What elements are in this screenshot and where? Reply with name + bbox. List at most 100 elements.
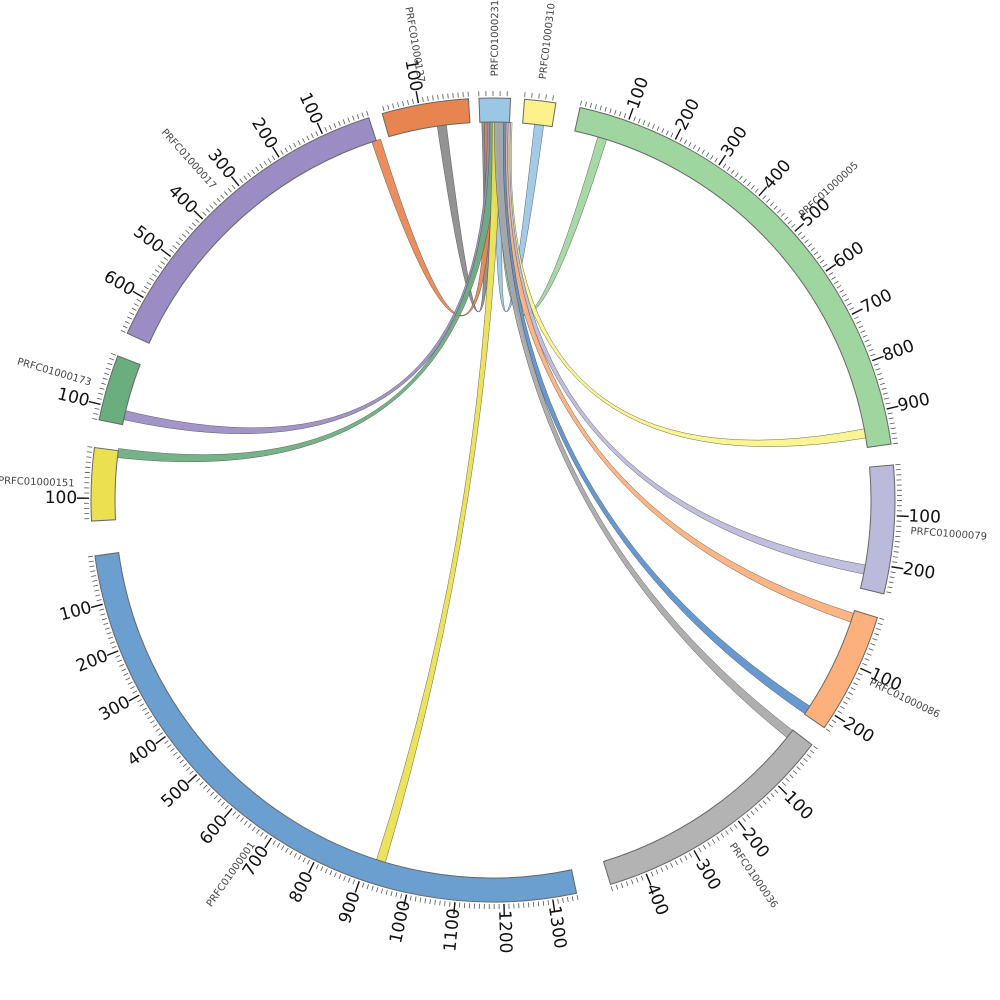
minor-tick	[366, 884, 369, 890]
minor-tick	[619, 111, 622, 117]
major-tick	[886, 405, 899, 410]
minor-tick	[894, 541, 900, 543]
minor-tick	[857, 672, 863, 676]
tick-label: 300	[96, 692, 134, 725]
minor-tick	[170, 748, 175, 752]
major-tick	[415, 91, 420, 104]
minor-tick	[758, 803, 763, 809]
tick-label: 1200	[494, 910, 515, 954]
minor-tick	[98, 392, 104, 395]
minor-tick	[93, 584, 99, 587]
minor-tick	[240, 817, 244, 822]
minor-tick	[100, 613, 106, 616]
minor-tick	[333, 123, 337, 128]
minor-tick	[347, 877, 351, 883]
tick-label: 100	[45, 488, 78, 508]
minor-tick	[888, 581, 894, 584]
minor-tick	[272, 840, 276, 845]
minor-tick	[199, 781, 204, 786]
minor-tick	[891, 432, 897, 435]
minor-tick	[122, 325, 128, 329]
minor-tick	[302, 857, 306, 863]
minor-tick	[750, 185, 755, 190]
minor-tick	[892, 437, 898, 440]
minor-tick	[407, 99, 409, 106]
minor-tick	[665, 865, 669, 870]
minor-tick	[828, 272, 834, 276]
tick-label: 800	[880, 336, 917, 366]
minor-tick	[87, 555, 93, 558]
minor-tick	[131, 307, 137, 311]
segment-label-prfc01000086: PRFC01000086	[868, 677, 942, 720]
minor-tick	[109, 357, 115, 361]
minor-tick	[831, 276, 836, 280]
minor-tick	[124, 321, 130, 324]
minor-tick	[684, 855, 688, 861]
tick-label: 300	[717, 123, 752, 161]
major-tick	[737, 820, 747, 831]
minor-tick	[810, 247, 816, 252]
minor-tick	[188, 226, 193, 231]
segment-band-prfc01000231	[478, 97, 512, 123]
segment-band-prfc01000151	[90, 446, 119, 522]
minor-tick	[88, 560, 94, 563]
tick-label: 100	[57, 598, 94, 626]
minor-tick	[175, 241, 181, 246]
minor-tick	[670, 862, 674, 868]
tick-label: 400	[641, 881, 672, 919]
minor-tick	[93, 412, 99, 415]
minor-tick	[412, 98, 414, 104]
minor-tick	[86, 456, 92, 458]
minor-tick	[195, 218, 200, 223]
major-tick	[308, 861, 315, 874]
minor-tick	[203, 784, 208, 790]
minor-tick	[236, 814, 241, 819]
minor-tick	[248, 823, 252, 828]
tick-label: 100	[908, 506, 941, 527]
tick-label: 300	[691, 856, 724, 894]
minor-tick	[157, 265, 163, 269]
minor-tick	[807, 243, 812, 248]
minor-tick	[338, 874, 342, 880]
minor-tick	[784, 216, 789, 221]
segment-label-prfc01000310: PRFC01000310	[538, 3, 558, 80]
minor-tick	[137, 699, 142, 703]
minor-tick	[557, 898, 559, 904]
minor-tick	[172, 245, 177, 249]
minor-tick	[620, 882, 624, 888]
minor-tick	[163, 257, 168, 261]
minor-tick	[893, 442, 899, 445]
minor-tick	[860, 330, 866, 333]
minor-tick	[813, 745, 818, 750]
minor-tick	[434, 899, 436, 905]
minor-tick	[130, 686, 135, 690]
major-tick	[453, 902, 456, 915]
minor-tick	[285, 847, 289, 853]
minor-tick	[840, 705, 845, 710]
minor-tick	[566, 897, 569, 903]
minor-tick	[887, 412, 893, 415]
tick-label: 900	[335, 889, 365, 926]
minor-tick	[220, 194, 225, 199]
minor-tick	[864, 658, 870, 661]
minor-tick	[427, 96, 429, 102]
minor-tick	[297, 140, 301, 146]
minor-tick	[152, 724, 158, 728]
minor-tick	[185, 229, 190, 234]
minor-tick	[397, 102, 400, 108]
minor-tick	[735, 172, 739, 178]
minor-tick	[762, 195, 767, 200]
minor-tick	[804, 239, 809, 244]
minor-tick	[881, 387, 887, 390]
major-tick	[834, 714, 846, 723]
minor-tick	[90, 570, 96, 573]
minor-tick	[576, 895, 579, 901]
minor-tick	[117, 659, 123, 663]
minor-tick	[862, 334, 868, 338]
minor-tick	[422, 97, 424, 103]
minor-tick	[689, 852, 693, 858]
minor-tick	[819, 259, 825, 264]
minor-tick	[280, 150, 284, 155]
minor-tick	[361, 882, 365, 888]
minor-tick	[655, 869, 659, 875]
